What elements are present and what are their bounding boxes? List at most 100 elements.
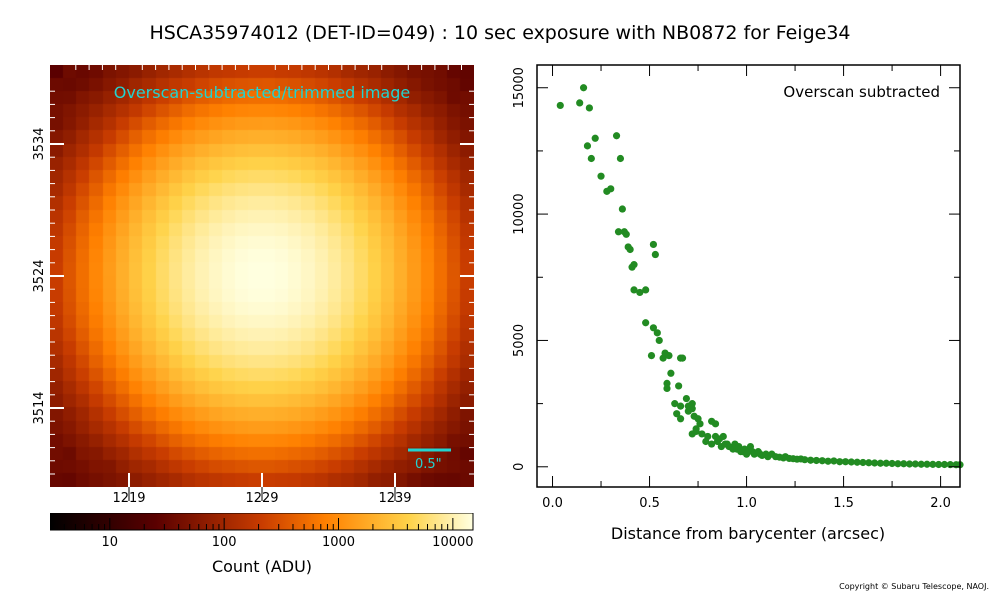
- data-point: [651, 250, 659, 259]
- data-point: [626, 245, 634, 254]
- data-point: [801, 456, 809, 464]
- data-point: [894, 460, 902, 468]
- data-point: [935, 460, 943, 469]
- data-point: [682, 394, 691, 403]
- image-y-tick-labels: 3534 3524 3514: [32, 127, 47, 424]
- data-point: [692, 427, 700, 436]
- plot-points: [556, 84, 964, 469]
- data-point: [696, 420, 704, 428]
- data-point: [859, 458, 867, 467]
- image-ticks: [50, 65, 474, 501]
- data-point: [655, 336, 663, 345]
- scale-bar-label: 0.5": [415, 457, 442, 472]
- data-point: [688, 400, 696, 408]
- image-x-tick-label: 1219: [112, 491, 145, 506]
- data-point: [876, 459, 885, 467]
- data-point: [900, 460, 908, 468]
- colorbar-tick-labels: 10 100 1000 10000: [102, 535, 474, 550]
- data-point: [830, 457, 838, 465]
- data-point: [667, 369, 675, 377]
- plot-y-tick-labels: 0 5000 10000 15000: [512, 67, 527, 471]
- plot-x-tick-labels: 0.0 0.5 1.0 1.5 2.0: [542, 496, 951, 511]
- data-point: [847, 458, 855, 466]
- data-point: [841, 458, 850, 466]
- data-point: [663, 379, 671, 387]
- image-y-tick-label: 3524: [32, 259, 47, 292]
- data-point: [630, 286, 638, 294]
- data-point: [636, 288, 644, 297]
- y-tick-label: 10000: [512, 193, 527, 234]
- image-y-tick-label: 3534: [32, 127, 47, 160]
- data-point: [579, 84, 588, 92]
- data-point: [642, 286, 650, 294]
- data-point: [711, 420, 720, 428]
- data-point: [812, 456, 821, 465]
- data-point: [597, 172, 605, 180]
- data-point: [818, 457, 826, 465]
- data-point: [905, 460, 914, 468]
- plot-ticks: [537, 65, 960, 487]
- data-point: [622, 230, 630, 238]
- data-point: [556, 101, 564, 110]
- plot-frame: [536, 64, 961, 488]
- copyright-notice: Copyright © Subaru Telescope, NAOJ.: [839, 582, 989, 591]
- plot-inner-title: Overscan subtracted: [783, 83, 940, 101]
- data-point: [585, 104, 593, 112]
- data-point: [719, 432, 727, 441]
- colorbar-tick-label: 10: [102, 535, 119, 550]
- y-tick-label: 15000: [512, 67, 527, 108]
- data-point: [836, 458, 844, 466]
- data-point: [649, 324, 658, 332]
- profile-plot: 0.0 0.5 1.0 1.5 2.0 0 5000 10000 15000 Overscan…: [512, 64, 964, 543]
- data-point: [576, 99, 584, 107]
- data-point: [665, 351, 673, 360]
- data-point: [888, 459, 896, 468]
- colorbar-label: Count (ADU): [212, 557, 312, 576]
- data-point: [676, 415, 685, 423]
- data-point: [824, 457, 832, 465]
- y-tick-label: 0: [512, 463, 527, 471]
- x-tick-label: 0.5: [639, 496, 660, 511]
- data-point: [583, 142, 592, 150]
- data-point: [702, 437, 710, 446]
- image-x-tick-label: 1229: [245, 491, 278, 506]
- data-point: [663, 384, 671, 393]
- x-axis-title: Distance from barycenter (arcsec): [611, 524, 885, 543]
- data-point: [917, 460, 925, 468]
- data-point: [684, 407, 692, 415]
- data-point: [612, 132, 621, 140]
- data-point: [923, 460, 931, 468]
- image-x-tick-label: 1239: [378, 491, 411, 506]
- colorbar-gradient: [50, 513, 474, 531]
- x-tick-label: 0.0: [542, 496, 563, 511]
- data-point: [616, 154, 625, 163]
- image-panel: Overscan-subtracted/trimmed image 0.5" 1…: [32, 65, 474, 506]
- data-point: [675, 382, 683, 390]
- x-tick-label: 1.5: [833, 496, 854, 511]
- image-y-tick-label: 3514: [32, 391, 47, 424]
- data-point: [630, 261, 638, 269]
- data-point: [618, 205, 626, 213]
- image-x-tick-labels: 1219 1229 1239: [112, 491, 411, 506]
- data-point: [647, 351, 656, 360]
- x-tick-label: 1.0: [736, 496, 757, 511]
- data-point: [653, 329, 661, 337]
- data-point: [591, 134, 599, 142]
- data-point: [940, 460, 949, 469]
- data-point: [871, 459, 879, 467]
- colorbar-tick-label: 1000: [322, 535, 355, 550]
- data-point: [671, 400, 679, 408]
- data-point: [708, 440, 716, 448]
- data-point: [698, 430, 706, 438]
- data-point: [676, 402, 685, 410]
- data-point: [929, 460, 937, 468]
- data-point: [614, 228, 623, 236]
- data-point: [911, 460, 919, 468]
- colorbar-tick-label: 100: [212, 535, 237, 550]
- image-label: Overscan-subtracted/trimmed image: [114, 83, 410, 102]
- data-point: [607, 185, 615, 193]
- data-point: [806, 456, 815, 464]
- y-tick-label: 5000: [512, 324, 527, 357]
- x-tick-label: 2.0: [930, 496, 951, 511]
- star-image: [50, 65, 474, 487]
